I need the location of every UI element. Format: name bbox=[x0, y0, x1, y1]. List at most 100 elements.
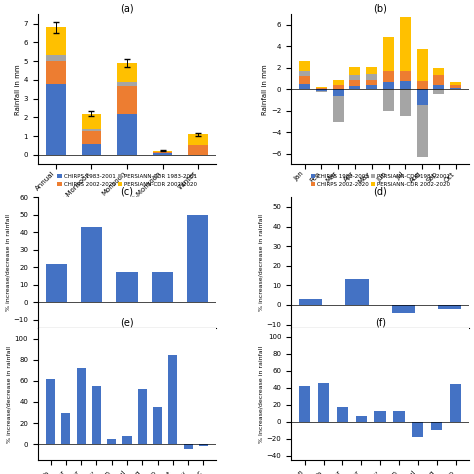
Bar bbox=[46, 379, 55, 444]
Y-axis label: % increase/decrease in rainfall: % increase/decrease in rainfall bbox=[6, 214, 10, 311]
Bar bbox=[318, 383, 329, 422]
Bar bbox=[117, 114, 137, 155]
Bar bbox=[438, 305, 461, 309]
Bar bbox=[46, 27, 65, 55]
Bar bbox=[199, 444, 208, 446]
Y-axis label: Rainfall in mm: Rainfall in mm bbox=[15, 64, 21, 115]
Bar bbox=[117, 82, 137, 85]
Bar bbox=[333, 96, 344, 122]
Bar bbox=[349, 67, 360, 75]
Bar bbox=[392, 305, 415, 313]
Bar bbox=[450, 82, 461, 85]
Bar bbox=[400, 71, 411, 81]
Bar bbox=[153, 154, 173, 155]
Title: (c): (c) bbox=[120, 186, 134, 196]
Bar bbox=[117, 85, 137, 114]
Bar bbox=[383, 71, 394, 82]
Bar bbox=[316, 87, 327, 88]
Title: (b): (b) bbox=[373, 3, 387, 13]
Bar bbox=[374, 411, 386, 422]
Bar bbox=[82, 128, 101, 130]
Bar bbox=[153, 152, 173, 153]
Bar bbox=[299, 299, 322, 305]
Bar bbox=[153, 153, 173, 154]
Legend: CHIRPS 1983-2001, CHIRPS 2002-2020, PERSIANN-CDR 1983-2001, PERSIANN-CDR 2002-20: CHIRPS 1983-2001, CHIRPS 2002-2020, PERS… bbox=[310, 174, 450, 187]
Bar bbox=[77, 368, 86, 444]
Bar bbox=[82, 144, 101, 155]
Bar bbox=[349, 75, 360, 80]
Bar bbox=[46, 55, 65, 61]
Bar bbox=[82, 114, 101, 128]
Bar bbox=[117, 63, 137, 82]
Bar bbox=[138, 389, 147, 444]
Title: (e): (e) bbox=[120, 318, 134, 328]
Bar bbox=[393, 411, 405, 422]
Bar bbox=[450, 383, 461, 422]
Title: (d): (d) bbox=[373, 186, 387, 196]
Bar bbox=[400, 18, 411, 71]
Bar bbox=[383, 36, 394, 71]
Title: (a): (a) bbox=[120, 3, 134, 13]
Bar bbox=[107, 439, 116, 444]
Bar bbox=[189, 145, 208, 155]
Bar bbox=[333, 89, 344, 96]
Bar bbox=[299, 62, 310, 71]
Bar bbox=[46, 264, 67, 302]
Bar bbox=[46, 61, 65, 83]
Bar bbox=[299, 84, 310, 89]
Bar bbox=[366, 85, 377, 89]
Bar bbox=[299, 76, 310, 84]
Bar bbox=[183, 444, 193, 449]
Bar bbox=[152, 273, 173, 302]
Bar bbox=[299, 386, 310, 422]
Bar bbox=[431, 422, 442, 430]
Bar bbox=[366, 80, 377, 85]
Bar bbox=[168, 355, 177, 444]
Bar bbox=[333, 85, 344, 89]
Bar bbox=[412, 422, 423, 437]
Bar bbox=[82, 130, 101, 144]
Bar bbox=[81, 227, 102, 302]
Bar bbox=[61, 412, 71, 444]
Bar bbox=[383, 89, 394, 111]
Title: (f): (f) bbox=[374, 318, 386, 328]
Bar bbox=[433, 68, 444, 75]
Bar bbox=[122, 436, 132, 444]
Bar bbox=[450, 88, 461, 89]
Bar bbox=[153, 151, 173, 152]
Bar bbox=[417, 48, 428, 81]
Bar bbox=[337, 407, 348, 422]
Bar bbox=[417, 105, 428, 157]
Bar bbox=[299, 71, 310, 76]
Bar bbox=[433, 89, 444, 93]
Legend: CHIRPS 1983-2001, CHIRPS 2002-2020, PERSIANN-CDR 1983-2001, PERSIANN-CDR 2002-20: CHIRPS 1983-2001, CHIRPS 2002-2020, PERS… bbox=[57, 174, 197, 187]
Bar bbox=[346, 280, 369, 305]
Y-axis label: % Increase/decrease in rainfall: % Increase/decrease in rainfall bbox=[259, 346, 264, 443]
Bar bbox=[349, 80, 360, 86]
Bar bbox=[316, 88, 327, 89]
Bar bbox=[417, 89, 428, 105]
Bar bbox=[433, 85, 444, 89]
Bar bbox=[92, 386, 101, 444]
Bar bbox=[400, 89, 411, 116]
Bar bbox=[349, 86, 360, 89]
Bar bbox=[153, 407, 162, 444]
Bar bbox=[450, 85, 461, 88]
Bar bbox=[333, 80, 344, 85]
Bar bbox=[316, 91, 327, 92]
Bar bbox=[433, 75, 444, 85]
Bar bbox=[383, 82, 394, 89]
Bar bbox=[316, 89, 327, 91]
Bar bbox=[400, 81, 411, 89]
Y-axis label: % increase/decrease in rainfall: % increase/decrease in rainfall bbox=[7, 346, 12, 443]
Bar bbox=[117, 273, 137, 302]
Bar bbox=[46, 83, 65, 155]
Bar bbox=[356, 416, 367, 422]
Bar bbox=[366, 74, 377, 80]
Bar bbox=[189, 134, 208, 145]
Y-axis label: % increase/decrease in rainfall: % increase/decrease in rainfall bbox=[259, 214, 264, 311]
Bar bbox=[366, 67, 377, 74]
Bar bbox=[187, 215, 208, 302]
Y-axis label: Rainfall in mm: Rainfall in mm bbox=[262, 64, 268, 115]
Bar bbox=[417, 81, 428, 89]
